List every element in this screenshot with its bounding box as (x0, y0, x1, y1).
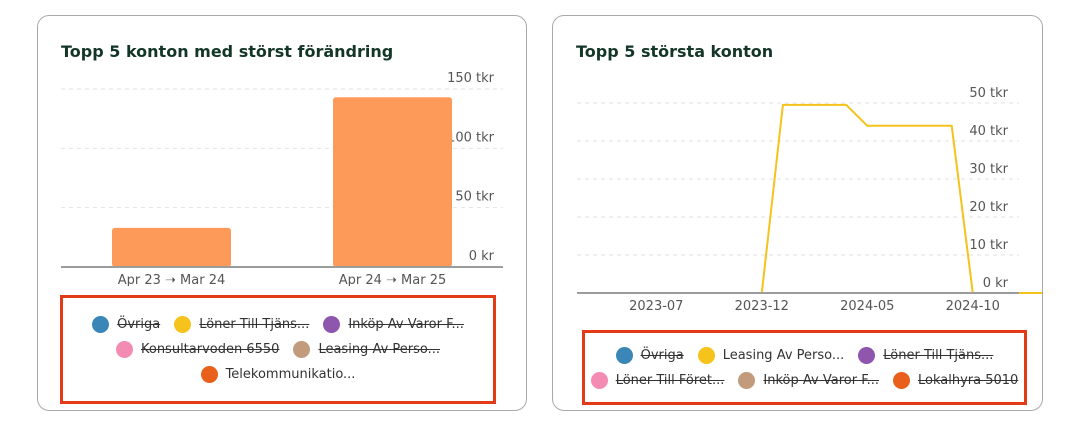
legend-item[interactable]: Inköp Av Varor F... (738, 371, 879, 389)
legend-item[interactable]: Leasing Av Perso... (697, 346, 845, 364)
legend-label: Leasing Av Perso... (722, 347, 845, 363)
card-title: Topp 5 största konton (576, 42, 774, 61)
legend-label: Löner Till Föret... (615, 372, 725, 388)
legend-color-dot (892, 371, 910, 389)
legend-label: Övriga (640, 347, 684, 363)
legend-color-dot (115, 341, 133, 358)
legend-label: Inköp Av Varor F... (348, 317, 464, 332)
legend-row: Övriga Leasing Av Perso... Löner Till Tjän… (615, 346, 994, 364)
legend-item[interactable]: Övriga (615, 346, 684, 364)
legend-item[interactable]: Telekommunikatio... (200, 366, 356, 383)
legend-color-dot (323, 316, 341, 333)
y-tick-label: 30 tkr (969, 162, 1008, 177)
y-tick-label: 20 tkr (969, 200, 1008, 215)
legend-row: Konsultarvoden 6550 Leasing Av Perso... (115, 341, 440, 358)
card-title: Topp 5 konton med störst förändring (61, 42, 394, 61)
legend-row: Övriga Löner Till Tjäns... Inköp Av Varor … (92, 316, 464, 333)
legend-color-dot (293, 341, 311, 358)
y-tick-label: 10 tkr (969, 238, 1008, 253)
legend-label: Lokalhyra 5010 (917, 372, 1019, 388)
y-tick-label: 100 tkr (447, 130, 495, 145)
card-top5-change: Topp 5 konton med störst förändring 0 kr… (37, 15, 527, 411)
bar-chart: 0 kr 50 tkr 100 tkr 150 tkr Apr 23 ➝ Mar 24 A… (61, 71, 503, 286)
x-tick-label: 2023-07 (629, 299, 683, 314)
card-top5-largest: Topp 5 största konton 0 kr 10 tkr 20 tkr 30… (552, 15, 1043, 411)
legend-label: Övriga (117, 317, 161, 332)
legend-row: Löner Till Föret... Inköp Av Varor F... Lo… (590, 371, 1019, 389)
legend-item[interactable]: Löner Till Föret... (590, 371, 725, 389)
legend-color-dot (200, 366, 218, 383)
legend-color-dot (615, 346, 633, 364)
legend-label: Konsultarvoden 6550 (140, 342, 280, 357)
legend: Övriga Löner Till Tjäns... Inköp Av Varor … (60, 295, 496, 404)
legend-color-dot (92, 316, 110, 333)
line-chart: 0 kr 10 tkr 20 tkr 30 tkr 40 tkr 50 tkr 2023-0… (577, 86, 1042, 314)
legend-item[interactable]: Leasing Av Perso... (293, 341, 440, 358)
legend-label: Telekommunikatio... (225, 367, 356, 382)
legend-row: Telekommunikatio... (200, 366, 356, 383)
x-tick-label: Apr 23 ➝ Mar 24 (118, 273, 226, 286)
legend: Övriga Leasing Av Perso... Löner Till Tjän… (582, 330, 1027, 405)
legend-color-dot (858, 346, 876, 364)
legend-item[interactable]: Konsultarvoden 6550 (115, 341, 280, 358)
legend-item[interactable]: Löner Till Tjäns... (858, 346, 994, 364)
legend-item[interactable]: Lokalhyra 5010 (892, 371, 1019, 389)
legend-item[interactable]: Övriga (92, 316, 160, 333)
legend-label: Löner Till Tjäns... (883, 347, 994, 363)
legend-color-dot (738, 371, 756, 389)
legend-color-dot (697, 346, 715, 364)
y-tick-label: 40 tkr (969, 124, 1008, 139)
y-tick-label: 50 tkr (969, 86, 1008, 101)
legend-color-dot (174, 316, 192, 333)
y-tick-label: 0 kr (983, 276, 1009, 291)
legend-color-dot (590, 371, 608, 389)
legend-item[interactable]: Löner Till Tjäns... (174, 316, 309, 333)
legend-label: Leasing Av Perso... (318, 342, 441, 357)
x-tick-label: 2024-10 (946, 299, 1000, 314)
y-tick-label: 50 tkr (455, 190, 494, 205)
legend-item[interactable]: Inköp Av Varor F... (323, 316, 464, 333)
bar[interactable] (112, 227, 231, 267)
legend-label: Inköp Av Varor F... (763, 372, 879, 388)
y-tick-label: 150 tkr (447, 71, 495, 86)
y-tick-label: 0 kr (469, 249, 495, 264)
x-tick-label: 2023-12 (735, 299, 789, 314)
x-tick-label: Apr 24 ➝ Mar 25 (339, 273, 447, 286)
legend-label: Löner Till Tjäns... (199, 317, 310, 332)
x-tick-label: 2024-05 (840, 299, 894, 314)
bar[interactable] (333, 97, 452, 267)
